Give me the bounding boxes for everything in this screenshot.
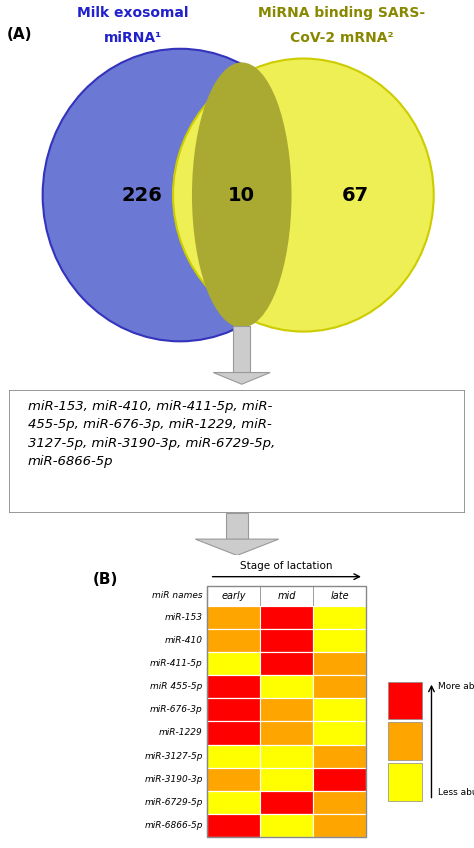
Text: miR-410: miR-410 [165, 636, 203, 644]
Bar [226, 514, 248, 539]
Bar [207, 628, 260, 652]
Bar [207, 722, 260, 745]
Bar [313, 652, 366, 675]
Bar [233, 326, 250, 372]
Text: miR-411-5p: miR-411-5p [150, 659, 203, 668]
Text: miR-1229: miR-1229 [159, 728, 203, 738]
Bar [207, 745, 260, 767]
Text: 10: 10 [228, 186, 255, 204]
Text: (B): (B) [93, 572, 118, 587]
Bar [313, 745, 366, 767]
Bar [260, 722, 313, 745]
Text: Milk exosomal: Milk exosomal [77, 6, 189, 20]
Text: late: late [330, 591, 349, 600]
Bar [207, 767, 260, 791]
Bar [207, 698, 260, 722]
Bar [260, 698, 313, 722]
Text: early: early [221, 591, 246, 600]
Bar [260, 814, 313, 837]
Bar [313, 675, 366, 698]
Bar [388, 682, 422, 719]
Bar [388, 763, 422, 801]
Bar [313, 814, 366, 837]
Text: MiRNA binding SARS-: MiRNA binding SARS- [258, 6, 425, 20]
FancyBboxPatch shape [9, 390, 465, 513]
Text: miR-6729-5p: miR-6729-5p [144, 798, 203, 807]
Text: CoV-2 mRNA²: CoV-2 mRNA² [290, 31, 393, 45]
Text: mid: mid [277, 591, 296, 600]
Text: miR-3127-5p: miR-3127-5p [144, 751, 203, 761]
Text: miRNA¹: miRNA¹ [104, 31, 162, 45]
Text: Stage of lactation: Stage of lactation [240, 561, 333, 571]
Text: Less abundant: Less abundant [438, 788, 474, 797]
Text: 226: 226 [122, 186, 163, 204]
Polygon shape [195, 539, 279, 555]
Bar [260, 652, 313, 675]
Text: miR-676-3p: miR-676-3p [150, 706, 203, 714]
Bar [313, 698, 366, 722]
Bar [207, 675, 260, 698]
Text: miR-3190-3p: miR-3190-3p [144, 775, 203, 784]
Bar [313, 586, 366, 605]
Text: miR names: miR names [152, 591, 203, 600]
Bar [313, 791, 366, 814]
Ellipse shape [173, 59, 434, 332]
Bar [260, 745, 313, 767]
Text: (A): (A) [7, 27, 33, 42]
Polygon shape [213, 372, 270, 384]
Bar [313, 605, 366, 628]
Bar [388, 722, 422, 760]
Bar [313, 722, 366, 745]
Text: miR-6866-5p: miR-6866-5p [144, 821, 203, 830]
Bar [207, 814, 260, 837]
Bar [207, 586, 260, 605]
Bar [260, 586, 313, 605]
Text: miR 455-5p: miR 455-5p [150, 682, 203, 691]
Bar [260, 791, 313, 814]
Bar [207, 586, 366, 837]
Text: miR-153: miR-153 [165, 613, 203, 622]
Text: More abundant: More abundant [438, 682, 474, 691]
Bar [207, 791, 260, 814]
Ellipse shape [43, 48, 318, 341]
Bar [260, 628, 313, 652]
Bar [313, 767, 366, 791]
Ellipse shape [192, 63, 292, 327]
Bar [260, 675, 313, 698]
Bar [313, 628, 366, 652]
Bar [207, 605, 260, 628]
Text: 67: 67 [342, 186, 369, 204]
Text: miR-153, miR-410, miR-411-5p, miR-
455-5p, miR-676-3p, miR-1229, miR-
3127-5p, m: miR-153, miR-410, miR-411-5p, miR- 455-5… [27, 400, 275, 468]
Bar [260, 605, 313, 628]
Bar [260, 767, 313, 791]
Bar [207, 652, 260, 675]
